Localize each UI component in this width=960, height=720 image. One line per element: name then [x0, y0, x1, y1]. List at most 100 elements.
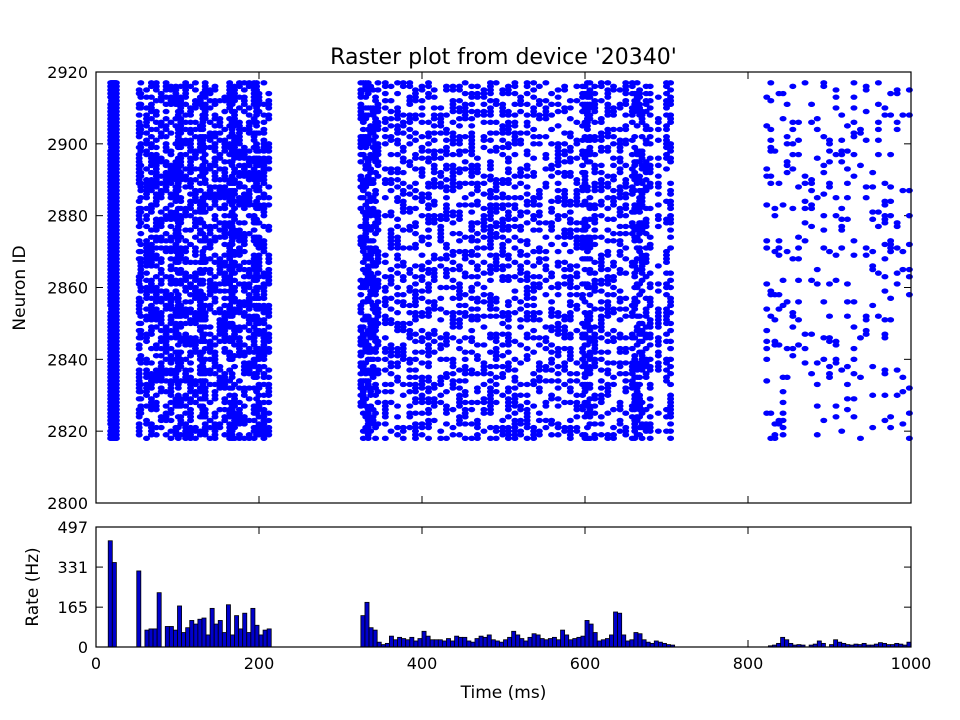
- spike-dot: [554, 212, 562, 219]
- spike-dot: [449, 98, 457, 104]
- spike-dot: [425, 119, 433, 125]
- spike-dot: [418, 374, 426, 380]
- spike-dot: [437, 155, 445, 161]
- spike-dot: [504, 166, 512, 172]
- spike-dot: [646, 342, 654, 348]
- spike-dot: [374, 87, 382, 93]
- spike-dot: [480, 270, 488, 276]
- spike-dot: [573, 378, 581, 384]
- spike-dot: [573, 119, 581, 125]
- spike-dot: [548, 432, 556, 438]
- spike-dot: [622, 306, 630, 312]
- spike-dot: [442, 284, 450, 291]
- spike-dot: [586, 144, 594, 151]
- spike-dot: [622, 202, 630, 208]
- spike-dot: [604, 80, 612, 86]
- spike-dot: [265, 252, 273, 258]
- spike-dot: [430, 417, 438, 424]
- spike-dot: [381, 90, 389, 97]
- spike-dot: [112, 80, 120, 86]
- spike-dot: [597, 162, 605, 169]
- spike-dot: [597, 335, 605, 341]
- spike-dot: [461, 291, 469, 298]
- spike-dot: [511, 245, 519, 251]
- spike-dot: [455, 432, 463, 438]
- spike-dot: [394, 195, 402, 201]
- spike-dot: [449, 378, 457, 384]
- spike-dot: [143, 270, 151, 276]
- spike-dot: [616, 238, 624, 244]
- spike-dot: [425, 360, 433, 366]
- spike-dot: [177, 195, 185, 201]
- spike-dot: [374, 119, 382, 125]
- spike-dot: [387, 317, 395, 323]
- spike-dot: [473, 432, 481, 438]
- spike-dot: [442, 421, 450, 427]
- spike-dot: [411, 381, 419, 388]
- spike-dot: [201, 406, 209, 413]
- spike-dot: [654, 360, 662, 366]
- spike-dot: [604, 410, 612, 416]
- spike-dot: [480, 133, 488, 140]
- spike-dot: [480, 180, 488, 187]
- spike-dot: [499, 371, 507, 377]
- spike-dot: [418, 410, 426, 416]
- spike-dot: [430, 327, 438, 334]
- spike-dot: [517, 195, 525, 201]
- spike-dot: [604, 101, 612, 108]
- spike-dot: [597, 385, 605, 391]
- spike-dot: [597, 177, 605, 183]
- spike-dot: [646, 234, 654, 240]
- spike-dot: [492, 98, 500, 104]
- spike-dot: [504, 83, 512, 90]
- spike-dot: [418, 234, 426, 240]
- spike-dot: [542, 151, 550, 158]
- spike-dot: [554, 403, 562, 409]
- spike-dot: [517, 130, 525, 136]
- spike-dot: [406, 191, 414, 197]
- spike-dot: [228, 371, 236, 377]
- spike-dot: [554, 141, 562, 147]
- spike-dot: [430, 130, 438, 136]
- spike-dot: [473, 371, 481, 377]
- spike-dot: [610, 284, 618, 291]
- spike-dot: [530, 403, 538, 409]
- spike-dot: [535, 209, 543, 215]
- spike-dot: [604, 180, 612, 187]
- spike-dot: [211, 349, 219, 355]
- spike-dot: [265, 374, 273, 380]
- spike-dot: [616, 166, 624, 172]
- spike-dot: [504, 195, 512, 201]
- spike-dot: [387, 209, 395, 215]
- spike-dot: [381, 335, 389, 341]
- spike-dot: [523, 238, 531, 244]
- spike-dot: [394, 177, 402, 183]
- spike-dot: [554, 309, 562, 316]
- spike-dot: [425, 191, 433, 197]
- spike-dot: [430, 381, 438, 388]
- spike-dot: [554, 371, 562, 377]
- spike-dot: [504, 209, 512, 215]
- spike-dot: [430, 87, 438, 93]
- spike-dot: [654, 428, 662, 434]
- spike-dot: [542, 345, 550, 352]
- spike-dot: [554, 432, 562, 438]
- raster-y-tick-label: 2840: [47, 350, 88, 369]
- spike-dot: [622, 270, 630, 276]
- spike-dot: [636, 87, 644, 93]
- spike-dot: [523, 309, 531, 316]
- spike-dot: [523, 392, 531, 398]
- spike-dot: [573, 302, 581, 309]
- spike-dot: [504, 274, 512, 280]
- spike-dot: [535, 317, 543, 323]
- spike-dot: [430, 396, 438, 402]
- spike-dot: [211, 83, 219, 90]
- spike-dot: [591, 212, 599, 219]
- spike-dot: [554, 385, 562, 391]
- spike-dot: [535, 202, 543, 208]
- raster-spikes: [107, 80, 913, 442]
- spike-dot: [480, 428, 488, 434]
- spike-dot: [597, 367, 605, 373]
- spike-dot: [517, 223, 525, 230]
- spike-dot: [504, 396, 512, 402]
